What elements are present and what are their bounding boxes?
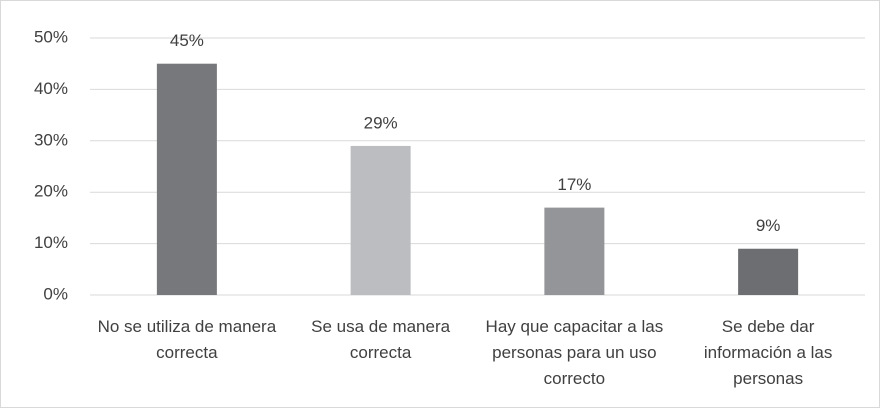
y-tick-label: 50% [34,27,68,46]
data-label: 29% [364,113,398,132]
data-label: 9% [756,216,781,235]
bar [738,248,799,295]
data-label: 17% [557,175,591,194]
x-tick-label: No se utiliza de manera correcta [97,317,277,362]
y-tick-label: 30% [34,130,68,149]
y-tick-label: 40% [34,79,68,98]
data-label: 45% [170,31,204,50]
x-tick-label: Hay que capacitar a las personas para un… [485,317,664,388]
x-tick-label: Se usa de manera correcta [311,317,451,362]
bar [544,207,605,295]
x-tick-label: Se debe dar información a las personas [703,317,833,388]
y-tick-label: 10% [34,233,68,252]
y-tick-label: 0% [43,284,68,303]
bar [156,63,217,296]
bar [350,145,411,295]
y-tick-label: 20% [34,182,68,201]
